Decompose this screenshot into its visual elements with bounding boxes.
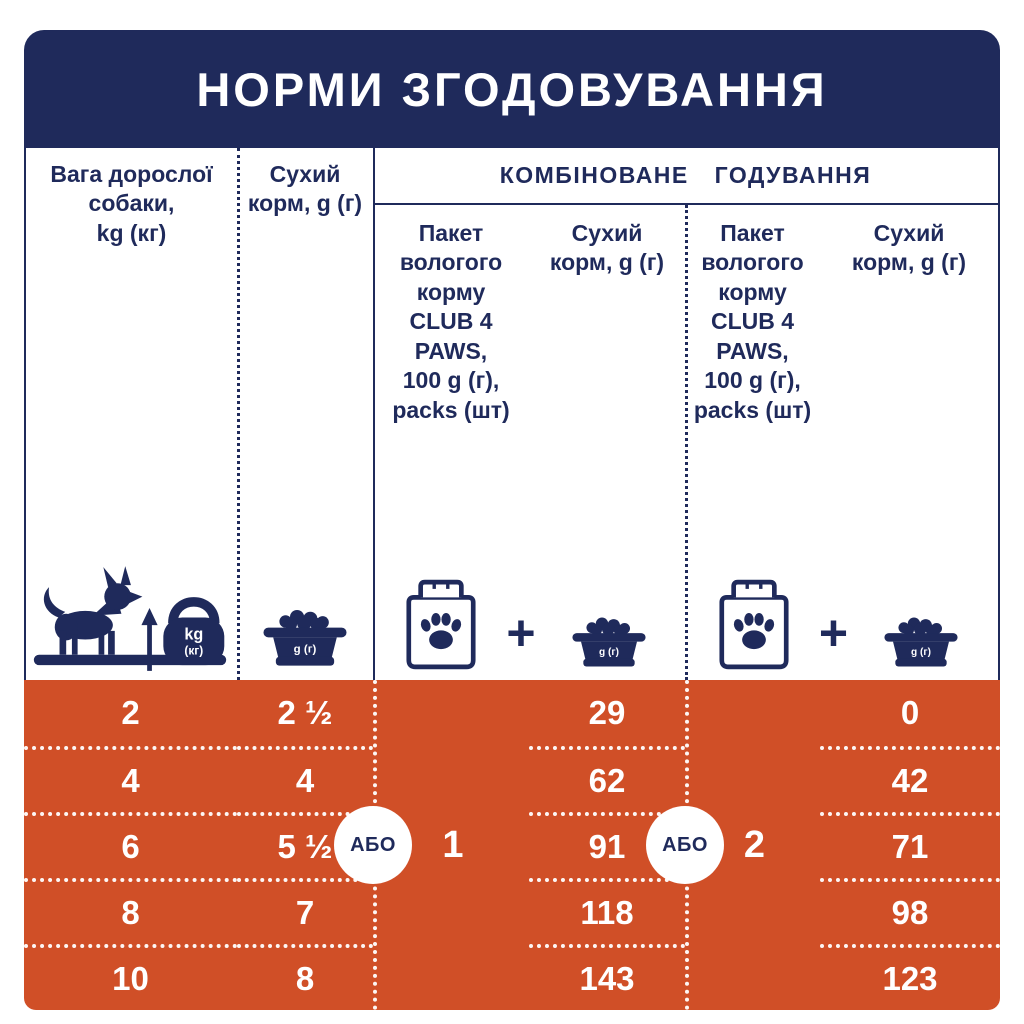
kettlebell-unit-label: kg (184, 625, 203, 643)
dog-weight-scale-icon: kg (кг) (33, 566, 227, 671)
plus-icon: + (818, 605, 849, 661)
column-header-dry-combo-1: Сухий корм, g (г) (549, 220, 665, 276)
column-divider-solid (373, 148, 375, 680)
bowl-unit-label: g (г) (599, 647, 619, 658)
or-badge: АБО (646, 806, 724, 884)
dog-icon (43, 566, 143, 655)
paw-icon (733, 613, 775, 650)
bowl-unit-label: g (г) (294, 643, 317, 655)
food-bowl-icon: g (г) (263, 609, 347, 666)
or-label: АБО (662, 833, 708, 856)
weight-value: 4 (24, 746, 237, 812)
combo2-dry-value: 0 (900, 694, 920, 731)
combo1-dry-value: 62 (529, 746, 685, 812)
column-header-wet-pack-1: Пакет вологого корму CLUB 4 PAWS, 100 g … (392, 220, 510, 423)
weight-value: 2 (121, 694, 140, 731)
combo2-dry-value: 98 (820, 878, 1000, 944)
column-divider-dotted (685, 205, 688, 680)
or-label: АБО (350, 833, 396, 856)
column-header-dry-food: Сухий корм, g (г) (247, 161, 363, 217)
dry-food-value: 7 (237, 878, 373, 944)
wet-food-pouch-icon (406, 579, 476, 670)
feeding-values-table: 2 4 6 8 10 2 ½ 4 5 ½ 7 8 1 29 62 91 118 … (24, 680, 1000, 1010)
feeding-guide: НОРМИ ЗГОДОВУВАННЯ Вага дорослої собаки,… (24, 30, 1000, 1010)
column-divider-dotted (237, 148, 240, 680)
weight-value: 10 (24, 944, 237, 1010)
kettlebell-unit-cyr-label: (кг) (184, 644, 203, 658)
combo-icons-option-1: + g (г) (373, 577, 685, 672)
plus-icon: + (506, 605, 536, 661)
combo-icons-option-2: + g (г) (685, 577, 998, 672)
combined-feeding-header: КОМБІНОВАНЕ ГОДУВАННЯ (373, 148, 998, 205)
arrow-up-icon (141, 608, 158, 671)
dry-food-value: 5 ½ (237, 812, 373, 878)
combo1-dry-value: 143 (529, 944, 685, 1010)
combo1-dry-value: 118 (529, 878, 685, 944)
page-title: НОРМИ ЗГОДОВУВАННЯ (196, 62, 828, 116)
dry-food-value: 8 (237, 944, 373, 1010)
combo2-dry-value: 71 (820, 812, 1000, 878)
combo2-dry-value: 123 (820, 944, 1000, 1010)
table-header: Вага дорослої собаки, kg (кг) Сухий корм… (24, 148, 1000, 680)
food-bowl-icon: g (г) (884, 617, 958, 667)
column-header-dry-combo-2: Сухий корм, g (г) (851, 220, 967, 276)
kettlebell-icon: kg (кг) (163, 597, 225, 666)
food-bowl-icon: g (г) (572, 617, 646, 667)
paw-icon (421, 613, 462, 650)
combo2-dry-value: 42 (820, 746, 1000, 812)
or-badge: АБО (334, 806, 412, 884)
dry-food-value: 4 (237, 746, 373, 812)
weight-value: 6 (24, 812, 237, 878)
column-header-wet-pack-2: Пакет вологого корму CLUB 4 PAWS, 100 g … (693, 220, 812, 423)
dry-food-value: 2 ½ (277, 694, 333, 731)
combo1-dry-value: 91 (529, 812, 685, 878)
weight-value: 8 (24, 878, 237, 944)
title-banner: НОРМИ ЗГОДОВУВАННЯ (24, 30, 1000, 148)
wet-food-pouch-icon (719, 579, 789, 670)
column-header-weight: Вага дорослої собаки, kg (кг) (50, 161, 213, 246)
bowl-unit-label: g (г) (911, 647, 931, 658)
combo1-dry-value: 29 (588, 694, 626, 731)
